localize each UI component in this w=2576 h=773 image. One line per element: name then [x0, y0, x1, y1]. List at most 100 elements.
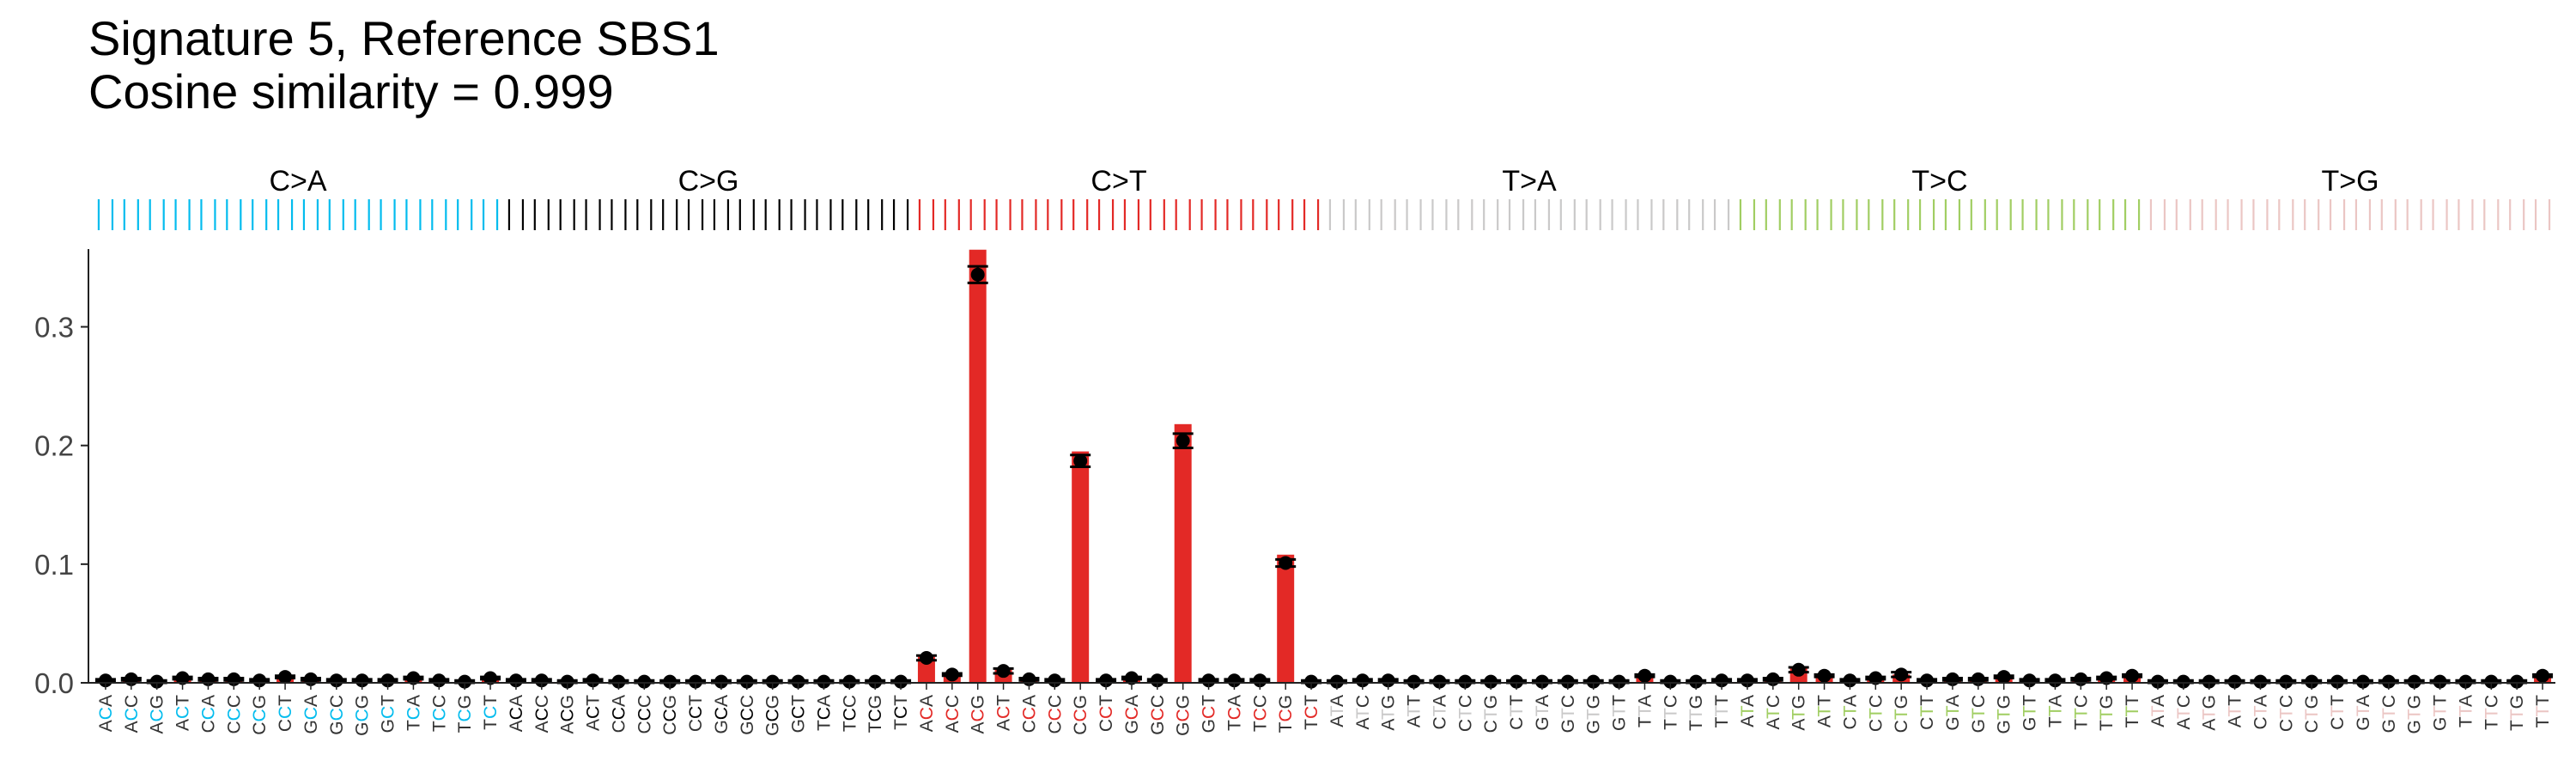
group-label: C>G [678, 165, 739, 198]
x-tick-label: ACA [96, 695, 116, 732]
x-tick-label: TCG [866, 695, 885, 733]
reference-point [329, 673, 343, 688]
x-tick-label: GCC [738, 695, 757, 735]
x-tick-label: TCC [840, 695, 860, 732]
x-tick-label: ATC [1353, 695, 1373, 729]
x-tick-label: CTG [1892, 695, 1911, 733]
x-tick-label: GCT [379, 695, 398, 733]
reference-point [1843, 673, 1857, 688]
bars [96, 249, 2552, 683]
reference-point [1740, 673, 1754, 688]
reference-point [2484, 674, 2499, 689]
reference-point [689, 674, 703, 689]
reference-point [919, 650, 933, 665]
reference-point [637, 674, 652, 689]
x-tick-label: TTA [2456, 695, 2476, 727]
x-tick-label: TCT [1302, 695, 1321, 730]
reference-point [2433, 674, 2447, 689]
group-label: C>T [1091, 165, 1146, 198]
x-tick-label: ATG [2200, 695, 2220, 731]
x-tick-label: CTC [1866, 695, 1886, 732]
reference-point [278, 670, 293, 685]
x-tick-label: TCG [455, 695, 475, 733]
x-tick-label: CCC [224, 695, 244, 734]
x-tick-label: ATT [1405, 695, 1425, 727]
reference-point [483, 671, 498, 685]
x-tick-label: CCG [1071, 695, 1091, 735]
reference-point [2330, 674, 2345, 689]
reference-point [175, 671, 190, 685]
reference-point [1586, 674, 1601, 689]
reference-point [2099, 671, 2114, 685]
reference-point [1868, 671, 1883, 685]
reference-point [842, 674, 857, 689]
group-label: C>A [269, 165, 326, 198]
x-tick-label: ATG [1789, 695, 1809, 731]
x-tick-label: CCA [1019, 695, 1039, 733]
x-tick-label: CTA [2251, 695, 2270, 729]
reference-point [739, 674, 754, 689]
reference-point [406, 671, 421, 685]
reference-point [1304, 674, 1319, 689]
reference-point [2407, 674, 2421, 689]
chart-titles: Signature 5, Reference SBS1 Cosine simil… [88, 12, 720, 119]
x-tick-label: GCG [763, 695, 783, 736]
reference-point [2202, 674, 2216, 689]
reference-point [817, 674, 831, 689]
reference-point [996, 664, 1011, 679]
x-tick-label: GCT [789, 695, 809, 733]
reference-point [1715, 673, 1729, 688]
x-tick-label: ATG [1379, 695, 1399, 731]
x-tick-label: CCT [1097, 695, 1116, 732]
reference-point [714, 674, 728, 689]
x-tick-label: CTC [1455, 695, 1475, 732]
x-tick-label: CTG [1481, 695, 1501, 733]
reference-point [1791, 662, 1806, 677]
x-tick-label: ACC [943, 695, 963, 733]
x-tick-label: GTG [1584, 695, 1604, 734]
x-tick-label: TTT [2123, 695, 2142, 728]
x-tick-label: TTG [2097, 695, 2117, 731]
x-tick-label: TTT [1712, 695, 1732, 728]
x-tick-label: TTG [1686, 695, 1706, 731]
reference-point [1817, 668, 1832, 683]
x-tick-label: GTC [2379, 695, 2399, 733]
x-tick-label: CCC [635, 695, 654, 734]
reference-point [1355, 673, 1370, 688]
reference-point [380, 673, 395, 688]
x-tick-label: ATA [1738, 695, 1758, 727]
x-tick-label: TCT [891, 695, 911, 730]
substitution-color-strips: C>A C>G C>T T>A T>C T>G [97, 165, 2551, 230]
x-tick-label: TTA [2045, 695, 2065, 727]
reference-point [2048, 673, 2063, 688]
x-tick-label: CCT [686, 695, 706, 732]
x-tick-label: GCC [327, 695, 347, 735]
x-tick-label: CTT [1917, 695, 1937, 730]
x-tick-label: GCA [301, 695, 321, 734]
x-tick-label: CTT [2328, 695, 2348, 730]
reference-point [1201, 673, 1216, 688]
x-tick-label: TTA [1635, 695, 1655, 727]
x-tick-label: CCG [660, 695, 680, 735]
chart-title: Signature 5, Reference SBS1 [88, 11, 720, 65]
reference-point [560, 674, 574, 689]
x-tick-label: GCA [1122, 695, 1142, 734]
reference-point [252, 673, 267, 688]
x-axis: ACAACCACGACTCCACCCCCGCCTGCAGCCGCGGCTTCAT… [88, 682, 2555, 736]
x-tick-label: TCC [429, 695, 449, 732]
reference-point [945, 667, 959, 682]
x-tick-label: CCC [1045, 695, 1065, 734]
x-tick-label: GCG [1174, 695, 1194, 736]
y-axis: 0.0 0.1 0.2 0.3 [34, 249, 89, 699]
chart-subtitle: Cosine similarity = 0.999 [88, 64, 614, 119]
reference-point [2150, 674, 2165, 689]
x-tick-label: TCA [404, 695, 423, 731]
reference-point [970, 267, 985, 282]
x-tick-label: TCG [1276, 695, 1296, 733]
x-tick-label: GTT [2431, 695, 2451, 731]
x-tick-label: GTG [2405, 695, 2425, 734]
reference-point [1920, 673, 1935, 688]
reference-point [1150, 673, 1164, 688]
x-tick-label: GCA [712, 695, 732, 734]
reference-point [1048, 673, 1062, 688]
